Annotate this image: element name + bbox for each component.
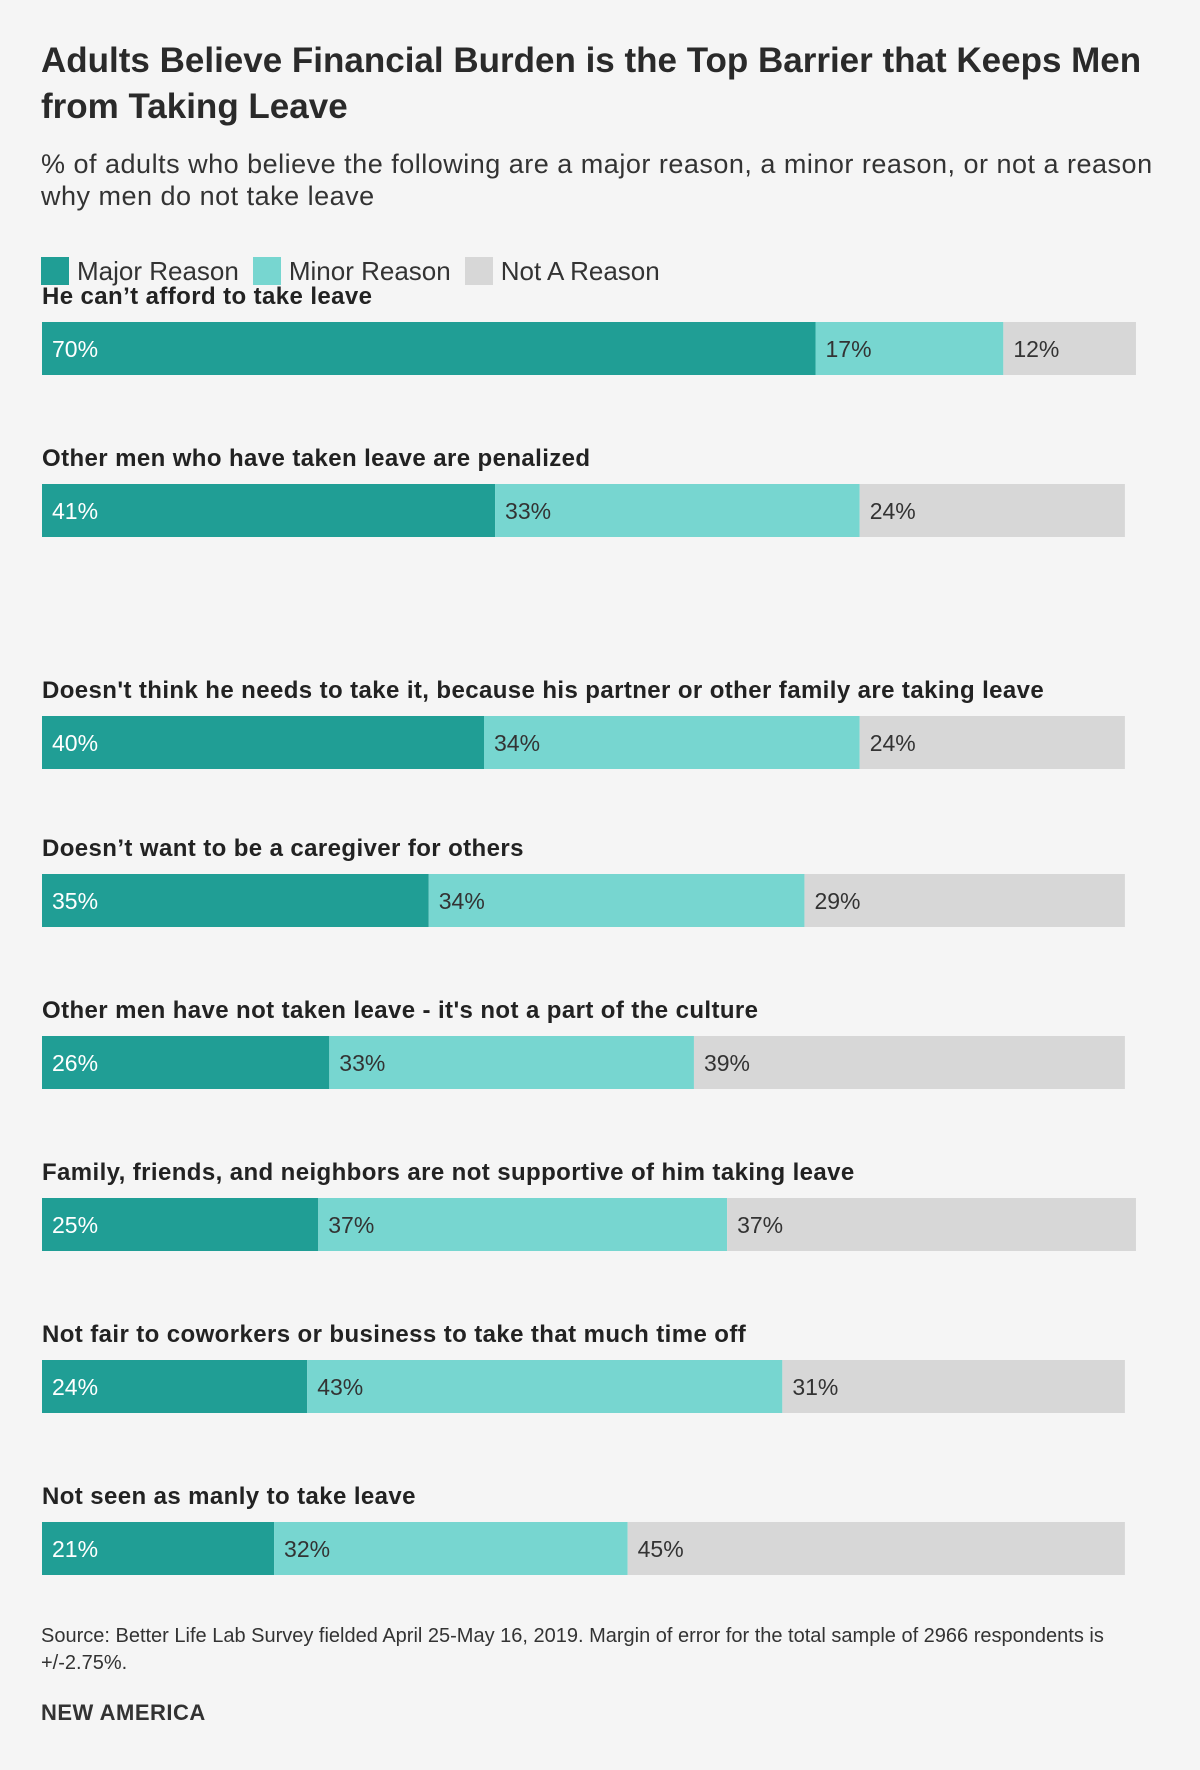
data-label: 43% [317, 1374, 363, 1400]
legend-label-not: Not A Reason [500, 255, 660, 286]
data-label: 25% [52, 1212, 98, 1238]
source-note: Source: Better Life Lab Survey fielded A… [41, 1625, 1104, 1674]
bar-row: Other men who have taken leave are penal… [42, 445, 1125, 537]
bar-row: Other men have not taken leave - it's no… [42, 997, 1125, 1089]
chart-legend: Major Reason Minor Reason Not A Reason [41, 254, 674, 288]
category-label: Family, friends, and neighbors are not s… [42, 1159, 855, 1186]
bar-segment-not-a-reason [859, 716, 1125, 769]
legend-swatch-minor [252, 257, 281, 285]
bar-segment-major-reason [42, 484, 496, 537]
data-label: 24% [870, 730, 916, 756]
data-label: 21% [52, 1536, 98, 1562]
legend-swatch-major [41, 257, 69, 285]
bar-segment-minor-reason [307, 1360, 783, 1413]
bar-segment-major-reason [42, 874, 429, 927]
data-label: 33% [505, 498, 551, 524]
bar-segment-minor-reason [318, 1198, 728, 1251]
legend-label-minor: Minor Reason [288, 255, 451, 286]
bar-segment-major-reason [42, 1036, 330, 1089]
category-label: Other men have not taken leave - it's no… [42, 997, 758, 1024]
data-label: 29% [814, 888, 860, 914]
legend-label-major: Major Reason [77, 255, 239, 286]
bar-segment-not-a-reason [627, 1522, 1125, 1575]
data-label: 34% [494, 730, 540, 756]
category-label: Not seen as manly to take leave [42, 1483, 416, 1510]
category-label: Doesn't think he needs to take it, becau… [42, 677, 1044, 704]
data-label: 37% [737, 1212, 783, 1238]
bar-segment-major-reason [42, 1522, 275, 1575]
data-label: 35% [52, 888, 98, 914]
bar-row: Doesn't think he needs to take it, becau… [42, 677, 1125, 769]
bar-segment-not-a-reason [859, 484, 1125, 537]
bar-row: Doesn’t want to be a caregiver for other… [42, 835, 1125, 927]
data-label: 40% [52, 730, 98, 756]
data-label: 17% [826, 336, 872, 362]
category-label: Doesn’t want to be a caregiver for other… [42, 835, 524, 862]
bar-segment-not-a-reason [1003, 322, 1136, 375]
data-label: 31% [792, 1374, 838, 1400]
data-label: 37% [328, 1212, 374, 1238]
bar-segment-major-reason [42, 322, 816, 375]
data-label: 33% [339, 1050, 385, 1076]
bar-segment-minor-reason [274, 1522, 628, 1575]
bar-segment-minor-reason [329, 1036, 694, 1089]
data-label: 45% [638, 1536, 684, 1562]
data-label: 26% [52, 1050, 98, 1076]
data-label: 24% [870, 498, 916, 524]
bar-segment-major-reason [42, 1198, 319, 1251]
category-label: Not fair to coworkers or business to tak… [42, 1321, 747, 1348]
bar-segment-not-a-reason [693, 1036, 1125, 1089]
legend-item-major: Major Reason [41, 256, 239, 287]
bar-segment-major-reason [42, 716, 484, 769]
bar-segment-not-a-reason [804, 874, 1125, 927]
data-label: 32% [284, 1536, 330, 1562]
bar-row: Not fair to coworkers or business to tak… [42, 1321, 1125, 1413]
data-label: 34% [439, 888, 485, 914]
data-label: 41% [52, 498, 98, 524]
data-label: 24% [52, 1374, 98, 1400]
bar-segment-not-a-reason [782, 1360, 1125, 1413]
legend-item-minor: Minor Reason [252, 255, 451, 287]
bar-segment-major-reason [42, 1360, 308, 1413]
data-label: 39% [704, 1050, 750, 1076]
bar-segment-minor-reason [495, 484, 860, 537]
bar-row: Family, friends, and neighbors are not s… [42, 1159, 1136, 1251]
bar-segment-minor-reason [428, 874, 805, 927]
bar-segment-not-a-reason [727, 1198, 1136, 1251]
bar-segment-minor-reason [815, 322, 1004, 375]
chart-subtitle: % of adults who believe the following ar… [41, 149, 1153, 211]
chart-title: Adults Believe Financial Burden is the T… [41, 41, 1142, 126]
bar-segment-minor-reason [484, 716, 860, 769]
brand-logo-text: NEW AMERICA [41, 1700, 206, 1725]
category-label: Other men who have taken leave are penal… [42, 445, 590, 472]
data-label: 12% [1013, 336, 1059, 362]
legend-item-not: Not A Reason [464, 255, 660, 287]
bar-row: Not seen as manly to take leave 21% 32% 45% [42, 1483, 1125, 1575]
data-label: 70% [52, 336, 98, 362]
legend-swatch-not [464, 257, 493, 285]
